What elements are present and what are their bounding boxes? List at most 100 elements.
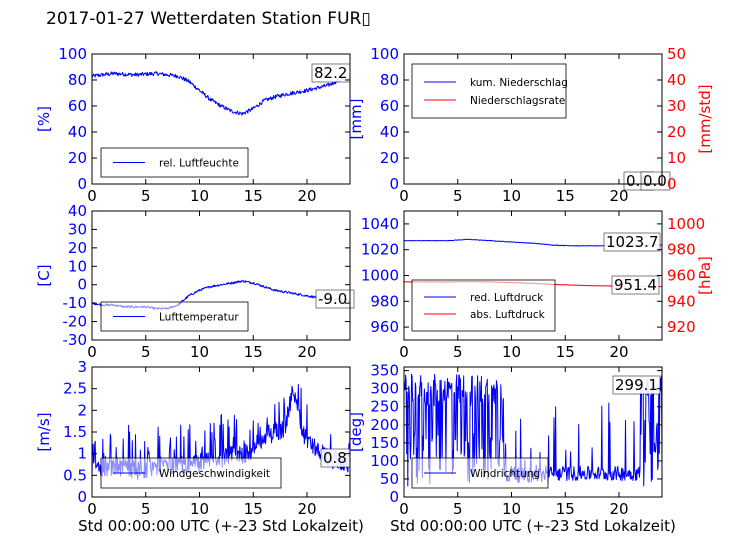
y-tick-label-temperature-0: -30 bbox=[63, 331, 88, 349]
legend-label-pressure-0: red. Luftdruck bbox=[470, 292, 544, 304]
y-tick-label-precip-4: 80 bbox=[380, 71, 399, 89]
y-tick-label-temperature-2: -10 bbox=[63, 294, 88, 312]
y-tick-label-temperature-7: 40 bbox=[68, 202, 87, 220]
x-tick-label-temperature-0: 0 bbox=[87, 343, 97, 361]
x-axis-label-windspeed: Std 00:00:00 UTC (+-23 Std Lokalzeit) bbox=[78, 517, 364, 535]
y-tick-label-pressure-1: 980 bbox=[370, 292, 399, 310]
x-tick-label-humidity-4: 20 bbox=[297, 187, 316, 205]
y-tick-label-winddir-0: 0 bbox=[389, 488, 399, 506]
y-tick-label-temperature-1: -20 bbox=[63, 313, 88, 331]
current-value-humidity: 82.2 bbox=[314, 64, 347, 82]
current-value-windspeed: 0.8 bbox=[323, 449, 347, 467]
y-tick-label-humidity-5: 100 bbox=[58, 45, 87, 63]
y2-tick-label-pressure-4: 1000 bbox=[667, 215, 705, 233]
y-tick-label-humidity-4: 80 bbox=[68, 71, 87, 89]
y-tick-label-winddir-5: 250 bbox=[370, 398, 399, 416]
y-tick-label-windspeed-0: 0 bbox=[77, 488, 87, 506]
x-tick-label-humidity-1: 5 bbox=[141, 187, 151, 205]
y2-axis-label-precip: [mm/std] bbox=[696, 84, 714, 153]
y-tick-label-winddir-4: 200 bbox=[370, 416, 399, 434]
y-tick-label-winddir-3: 150 bbox=[370, 434, 399, 452]
y-tick-label-windspeed-3: 1.5 bbox=[63, 423, 87, 441]
y-tick-label-winddir-2: 100 bbox=[370, 452, 399, 470]
x-tick-label-winddir-4: 20 bbox=[609, 500, 628, 518]
x-tick-label-precip-2: 10 bbox=[502, 187, 521, 205]
figure-title: 2017-01-27 Wetterdaten Station FUR▯ bbox=[46, 9, 371, 29]
current-value-temperature-box bbox=[315, 289, 355, 309]
x-tick-label-temperature-4: 20 bbox=[297, 343, 316, 361]
x-tick-label-precip-1: 5 bbox=[453, 187, 463, 205]
y-tick-label-winddir-6: 300 bbox=[370, 380, 399, 398]
y-tick-label-humidity-0: 0 bbox=[77, 175, 87, 193]
x-tick-label-winddir-1: 5 bbox=[453, 500, 463, 518]
x-tick-label-windspeed-3: 15 bbox=[244, 500, 263, 518]
current-value2-pressure: 951.4 bbox=[614, 276, 657, 294]
x-tick-label-temperature-2: 10 bbox=[190, 343, 209, 361]
y2-tick-label-precip-2: 20 bbox=[667, 123, 686, 141]
y-tick-label-humidity-2: 40 bbox=[68, 123, 87, 141]
y2-tick-label-precip-1: 10 bbox=[667, 149, 686, 167]
y-tick-label-precip-2: 40 bbox=[380, 123, 399, 141]
current-value2-precip: 0.0 bbox=[643, 172, 667, 190]
x-tick-label-pressure-3: 15 bbox=[556, 343, 575, 361]
current-value-winddir-box bbox=[612, 375, 661, 395]
y-tick-label-windspeed-6: 3 bbox=[77, 358, 87, 376]
plot-frame-precip bbox=[403, 53, 663, 185]
current-value2-pressure-box bbox=[611, 275, 660, 295]
legend-label-humidity-0: rel. Luftfeuchte bbox=[159, 158, 239, 170]
y-tick-label-winddir-1: 50 bbox=[380, 470, 399, 488]
y2-tick-label-pressure-1: 940 bbox=[667, 292, 696, 310]
current-value-pressure-box bbox=[603, 232, 661, 252]
y2-tick-label-pressure-2: 960 bbox=[667, 267, 696, 285]
x-tick-label-winddir-0: 0 bbox=[399, 500, 409, 518]
y-tick-label-windspeed-4: 2 bbox=[77, 401, 87, 419]
y2-axis-label-pressure: [hPa] bbox=[696, 256, 714, 295]
y-tick-label-temperature-5: 20 bbox=[68, 239, 87, 257]
legend-frame-precip bbox=[411, 63, 567, 119]
series-line-humidity-0 bbox=[91, 71, 351, 116]
legend-label-precip-1: Niederschlagsrate bbox=[470, 95, 565, 107]
y-tick-label-humidity-3: 60 bbox=[68, 97, 87, 115]
y2-tick-label-precip-5: 50 bbox=[667, 45, 686, 63]
x-tick-label-pressure-4: 20 bbox=[609, 343, 628, 361]
current-value-pressure: 1023.7 bbox=[606, 233, 659, 251]
x-axis-label-winddir: Std 00:00:00 UTC (+-23 Std Lokalzeit) bbox=[390, 517, 676, 535]
x-tick-label-windspeed-4: 20 bbox=[297, 500, 316, 518]
x-tick-label-pressure-1: 5 bbox=[453, 343, 463, 361]
x-tick-label-pressure-0: 0 bbox=[399, 343, 409, 361]
x-tick-label-precip-3: 15 bbox=[556, 187, 575, 205]
y-tick-label-humidity-1: 20 bbox=[68, 149, 87, 167]
y-tick-label-pressure-0: 960 bbox=[370, 318, 399, 336]
current-value-temperature: -9.0 bbox=[318, 290, 347, 308]
x-tick-label-humidity-2: 10 bbox=[190, 187, 209, 205]
legend-label-temperature-0: Lufttemperatur bbox=[159, 312, 239, 324]
y-tick-label-temperature-6: 30 bbox=[68, 220, 87, 238]
y-tick-label-pressure-3: 1020 bbox=[361, 241, 399, 259]
x-tick-label-precip-4: 20 bbox=[609, 187, 628, 205]
y2-tick-label-pressure-3: 980 bbox=[667, 241, 696, 259]
legend-label-precip-0: kum. Niederschlag bbox=[470, 77, 568, 89]
y-tick-label-windspeed-1: 0.5 bbox=[63, 466, 87, 484]
x-tick-label-windspeed-1: 5 bbox=[141, 500, 151, 518]
x-tick-label-humidity-3: 15 bbox=[244, 187, 263, 205]
x-tick-label-winddir-3: 15 bbox=[556, 500, 575, 518]
y-tick-label-temperature-3: 0 bbox=[77, 276, 87, 294]
y2-tick-label-precip-3: 30 bbox=[667, 97, 686, 115]
x-tick-label-precip-0: 0 bbox=[399, 187, 409, 205]
y-tick-label-temperature-4: 10 bbox=[68, 257, 87, 275]
legend-frame-pressure bbox=[411, 279, 556, 332]
y2-tick-label-precip-0: 0 bbox=[667, 175, 677, 193]
y-tick-label-pressure-2: 1000 bbox=[361, 267, 399, 285]
x-tick-label-temperature-3: 15 bbox=[244, 343, 263, 361]
plot-frame-temperature bbox=[91, 210, 351, 341]
legend-label-pressure-1: abs. Luftdruck bbox=[470, 309, 546, 321]
current-value2-precip-box bbox=[640, 171, 671, 191]
y-axis-label-temperature: [C] bbox=[35, 264, 53, 286]
y-tick-label-windspeed-2: 1 bbox=[77, 445, 87, 463]
legend-label-winddir-0: Windrichtung bbox=[470, 468, 540, 480]
x-tick-label-windspeed-2: 10 bbox=[190, 500, 209, 518]
x-tick-label-humidity-0: 0 bbox=[87, 187, 97, 205]
x-tick-label-winddir-2: 10 bbox=[502, 500, 521, 518]
y-tick-label-pressure-4: 1040 bbox=[361, 215, 399, 233]
